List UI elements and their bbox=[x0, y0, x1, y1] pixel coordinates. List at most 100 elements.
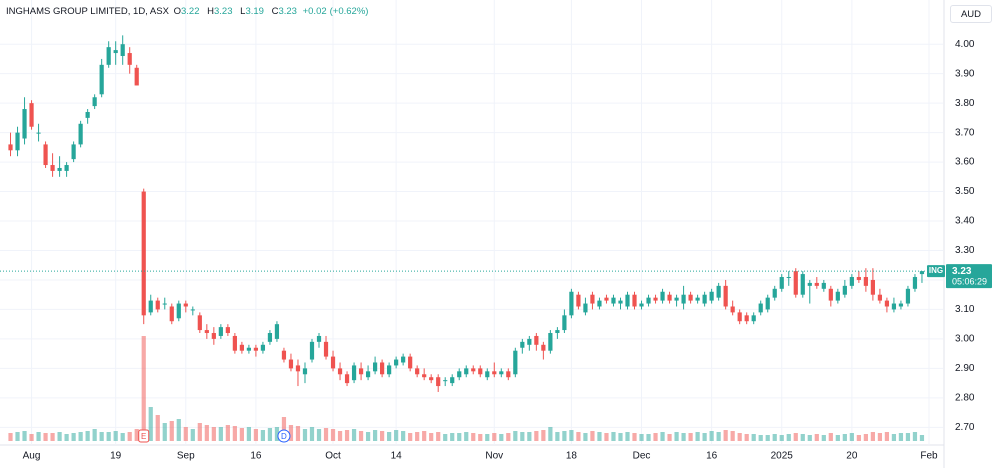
volume-bar bbox=[919, 435, 925, 441]
x-tick-label: Aug bbox=[23, 451, 41, 462]
volume-bar bbox=[821, 435, 826, 441]
candle-body bbox=[225, 327, 230, 334]
volume-bar bbox=[78, 432, 83, 441]
volume-bar bbox=[323, 428, 329, 441]
candle-body bbox=[22, 109, 27, 139]
y-tick-label: 3.50 bbox=[955, 186, 975, 197]
candle-body bbox=[204, 330, 209, 334]
candle-body bbox=[36, 132, 41, 134]
x-tick-label: 16 bbox=[706, 451, 718, 462]
volume-bar bbox=[569, 430, 574, 441]
volume-bar bbox=[134, 429, 139, 441]
y-tick-label: 3.60 bbox=[955, 157, 975, 168]
volume-bar bbox=[190, 429, 195, 441]
volume-bar bbox=[653, 433, 658, 441]
price-tag-label: 3.23 bbox=[952, 266, 972, 277]
candle-body bbox=[113, 50, 118, 54]
candle-body bbox=[709, 291, 714, 301]
volume-bar bbox=[702, 433, 707, 441]
candle-body bbox=[365, 371, 371, 378]
candle-body bbox=[302, 368, 308, 375]
candle-body bbox=[730, 306, 735, 313]
candle-body bbox=[387, 365, 392, 375]
volume-bar bbox=[422, 431, 427, 441]
candle-body bbox=[281, 350, 287, 360]
candle-body bbox=[905, 288, 911, 304]
candle-body bbox=[597, 300, 602, 307]
volume-bar bbox=[169, 421, 174, 441]
candle-body bbox=[372, 362, 378, 372]
candle-body bbox=[842, 285, 847, 295]
volume-bar bbox=[485, 434, 490, 441]
volume-bar bbox=[127, 432, 132, 441]
event-marker bbox=[138, 429, 150, 443]
volume-bar bbox=[884, 432, 890, 441]
candle-body bbox=[653, 297, 658, 301]
candle-body bbox=[506, 371, 511, 378]
candle-body bbox=[443, 380, 448, 382]
volume-bar bbox=[148, 407, 153, 441]
volume-bar bbox=[29, 434, 34, 441]
candle-body bbox=[513, 350, 518, 375]
volume-bar bbox=[429, 433, 434, 441]
volume-bar bbox=[779, 435, 784, 441]
volume-bar bbox=[667, 434, 672, 441]
volume-bar bbox=[534, 431, 539, 441]
candle-body bbox=[323, 341, 329, 357]
candle-body bbox=[590, 294, 595, 304]
volume-bar bbox=[849, 433, 854, 441]
price-tag bbox=[946, 264, 992, 289]
volume-bar bbox=[394, 430, 399, 441]
volume-bar bbox=[744, 434, 749, 441]
volume-bar bbox=[288, 425, 294, 441]
volume-bar bbox=[351, 429, 357, 441]
volume-bar bbox=[905, 433, 911, 441]
candle-body bbox=[127, 53, 132, 65]
volume-bar bbox=[309, 427, 315, 441]
candle-body bbox=[274, 324, 280, 339]
volume-bar bbox=[50, 433, 55, 441]
volume-bar bbox=[814, 434, 819, 441]
volume-bar bbox=[253, 429, 259, 441]
volume-bar bbox=[618, 433, 623, 441]
volume-bar bbox=[891, 434, 897, 441]
volume-bar bbox=[8, 433, 13, 441]
volume-bar bbox=[464, 432, 469, 441]
volume-bar bbox=[611, 432, 616, 441]
volume-bar bbox=[604, 433, 609, 441]
volume-bar bbox=[639, 434, 644, 441]
volume-bar bbox=[401, 431, 406, 441]
volume-bar bbox=[141, 336, 146, 441]
candle-body bbox=[232, 335, 237, 351]
volume-bar bbox=[204, 425, 209, 441]
candle-body bbox=[828, 288, 833, 301]
y-tick-label: 2.70 bbox=[955, 422, 975, 433]
candle-body bbox=[604, 297, 609, 301]
candle-body bbox=[499, 371, 504, 375]
candle-body bbox=[639, 303, 644, 307]
volume-bar bbox=[800, 434, 805, 441]
volume-bar bbox=[274, 427, 280, 441]
volume-bar bbox=[232, 426, 237, 441]
x-tick-label: 19 bbox=[110, 451, 122, 462]
candle-body bbox=[576, 294, 581, 307]
candle-body bbox=[751, 315, 756, 322]
volume-bar bbox=[22, 431, 27, 441]
candle-body bbox=[450, 377, 455, 384]
event-label: E bbox=[141, 432, 146, 441]
candle-body bbox=[316, 335, 322, 342]
y-tick-label: 3.70 bbox=[955, 127, 975, 138]
candle-body bbox=[380, 362, 385, 375]
currency-button[interactable]: AUD bbox=[950, 5, 992, 23]
volume-bar bbox=[183, 427, 188, 441]
candle-body bbox=[106, 47, 111, 65]
volume-bar bbox=[408, 433, 413, 441]
candle-body bbox=[744, 315, 749, 322]
candle-body bbox=[884, 300, 890, 307]
volume-bar bbox=[527, 432, 532, 441]
candle-body bbox=[260, 344, 266, 351]
candle-body bbox=[786, 277, 791, 279]
candle-body bbox=[919, 271, 925, 275]
candle-body bbox=[8, 144, 13, 151]
candle-body bbox=[772, 288, 777, 298]
